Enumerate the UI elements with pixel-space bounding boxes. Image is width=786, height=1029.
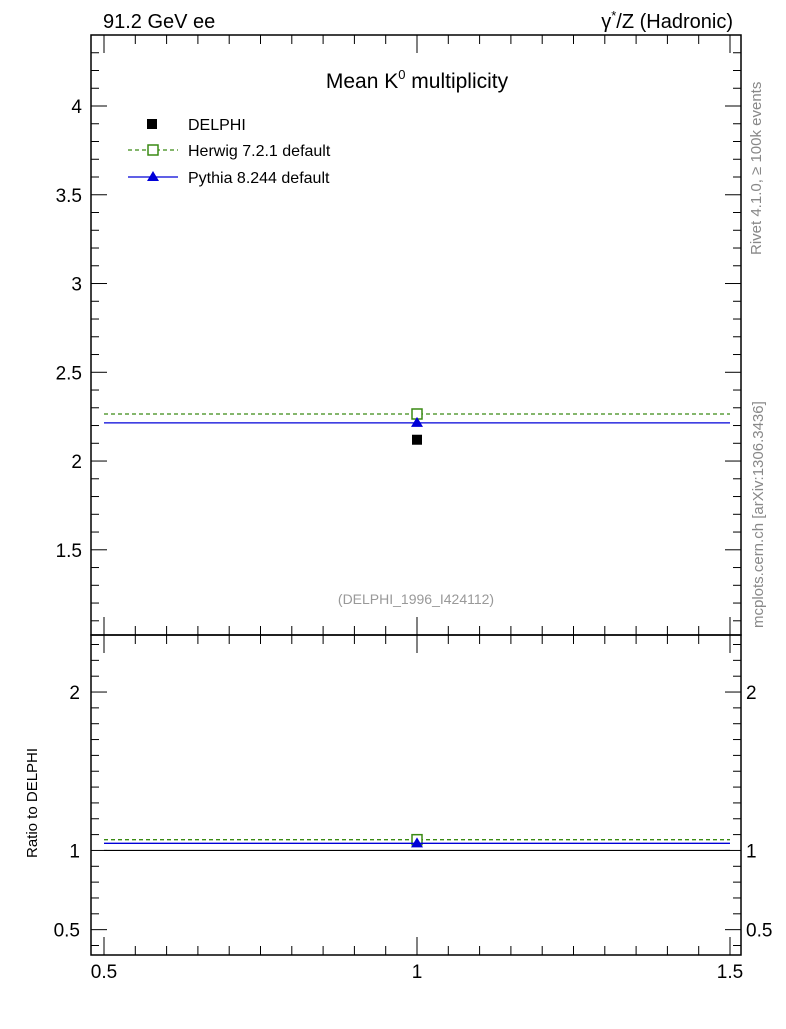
legend: DELPHI Herwig 7.2.1 default Pythia 8.244… <box>128 117 331 187</box>
main-x-ticks <box>103 35 731 635</box>
x-tick-label: 1 <box>412 962 423 983</box>
ratio-y-tick-label-right: 0.5 <box>746 921 772 942</box>
main-y-tick-label: 1.5 <box>56 541 82 562</box>
legend-marker-herwig <box>147 144 159 156</box>
process-label: γ*/Z (Hadronic) <box>601 8 733 33</box>
ratio-plot-area <box>104 833 730 852</box>
legend-label-pythia: Pythia 8.244 default <box>188 170 330 187</box>
ratio-y-axis-label: Ratio to DELPHI <box>24 748 41 858</box>
main-y-tick-label: 4 <box>71 97 82 118</box>
ratio-panel-frame <box>90 634 742 956</box>
ratio-y-tick-label-right: 1 <box>746 841 757 862</box>
x-tick-label: 1.5 <box>717 962 743 983</box>
main-y-ticks: 1.5 2 2.5 3 3.5 4 <box>56 52 741 622</box>
legend-label-delphi: DELPHI <box>188 117 246 134</box>
main-pythia-marker <box>411 416 423 427</box>
rivet-label: Rivet 4.1.0, ≥ 100k events <box>748 82 765 255</box>
main-y-tick-label: 2.5 <box>56 363 82 384</box>
ratio-y-tick-label-left: 1 <box>69 841 80 862</box>
analysis-id-label: (DELPHI_1996_I424112) <box>338 591 494 607</box>
chart-title: Mean K0 multiplicity <box>326 67 509 93</box>
ratio-y-tick-label-right: 2 <box>746 683 757 704</box>
x-tick-label: 0.5 <box>91 962 117 983</box>
ratio-x-ticks: 0.5 1 1.5 <box>91 635 743 983</box>
mcplots-label: mcplots.cern.ch [arXiv:1306.3436] <box>750 401 767 628</box>
main-y-tick-label: 3 <box>71 275 82 296</box>
main-y-tick-label: 2 <box>71 452 82 473</box>
ratio-y-ticks: 0.5 0.5 1 1 2 2 <box>54 644 772 946</box>
legend-marker-pythia <box>147 171 159 181</box>
ratio-y-tick-label-left: 2 <box>69 683 80 704</box>
legend-marker-delphi <box>147 119 157 129</box>
main-plot-area <box>104 408 730 445</box>
ratio-y-tick-label-left: 0.5 <box>54 921 80 942</box>
main-y-tick-label: 3.5 <box>56 186 82 207</box>
legend-label-herwig: Herwig 7.2.1 default <box>188 143 331 160</box>
ratio-pythia-marker <box>411 837 423 848</box>
main-delphi-point <box>412 434 422 445</box>
energy-label: 91.2 GeV ee <box>103 11 215 33</box>
